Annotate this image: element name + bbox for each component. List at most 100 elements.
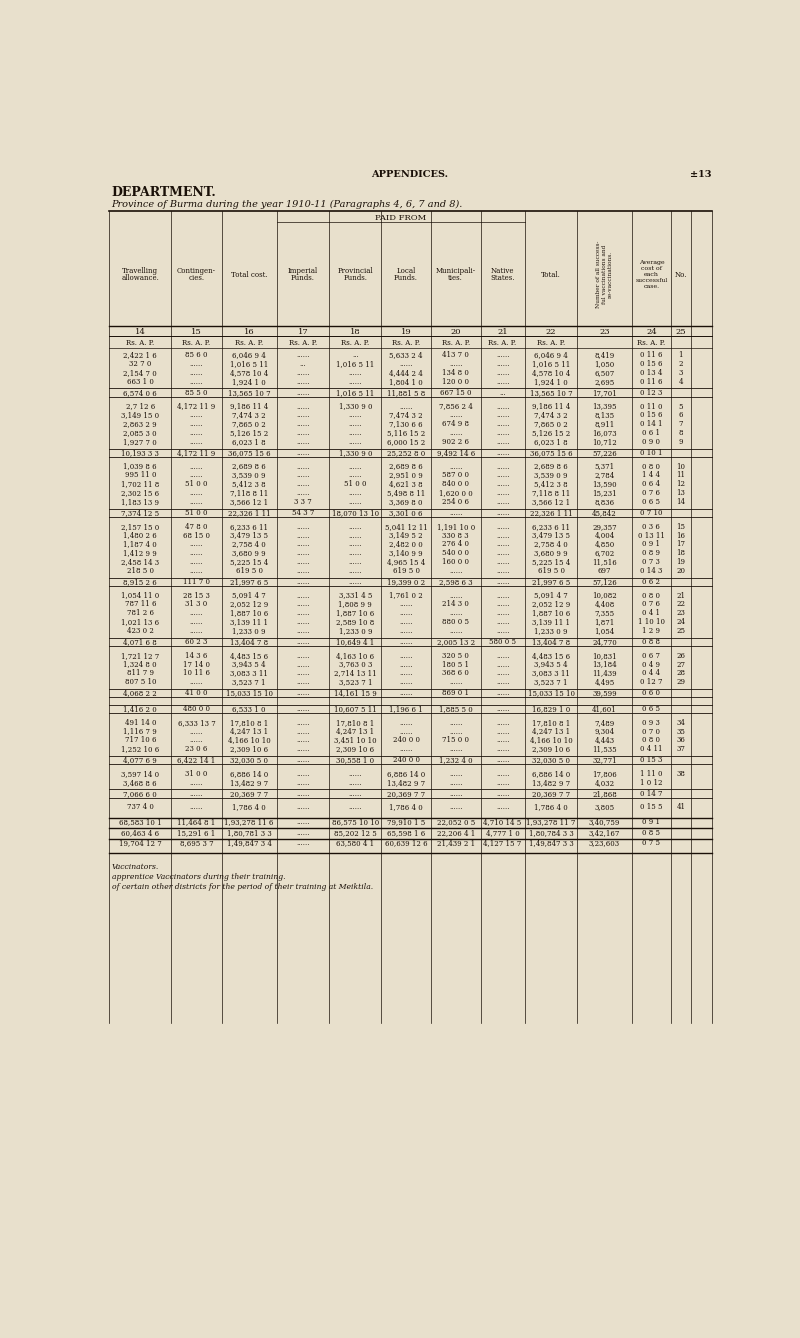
Text: 22,206 4 1: 22,206 4 1 [437, 828, 475, 836]
Text: ......: ...... [190, 779, 203, 787]
Text: 21,997 6 5: 21,997 6 5 [532, 578, 570, 586]
Text: 1,702 11 8: 1,702 11 8 [121, 480, 159, 488]
Text: ......: ...... [296, 523, 310, 531]
Text: 0 6 0: 0 6 0 [642, 689, 661, 697]
Text: ......: ...... [296, 756, 310, 764]
Text: ......: ...... [296, 609, 310, 617]
Text: 0 6 5: 0 6 5 [642, 705, 661, 713]
Text: Number of all success-
ful vaccinations and
re-vaccinations.: Number of all success- ful vaccinations … [596, 241, 613, 308]
Text: 7,865 0 2: 7,865 0 2 [232, 420, 266, 428]
Text: 8: 8 [678, 429, 683, 438]
Text: 4,483 15 6: 4,483 15 6 [230, 652, 268, 660]
Text: 41: 41 [676, 803, 686, 811]
Text: 17 14 0: 17 14 0 [183, 661, 210, 669]
Text: 1,786 4 0: 1,786 4 0 [390, 803, 423, 811]
Text: 715 0 0: 715 0 0 [442, 736, 470, 744]
Text: ......: ...... [496, 661, 510, 669]
Text: 4,068 2 2: 4,068 2 2 [123, 689, 157, 697]
Text: ......: ...... [190, 377, 203, 385]
Text: 65,598 1 6: 65,598 1 6 [387, 828, 426, 836]
Text: ......: ...... [296, 471, 310, 479]
Text: ......: ...... [349, 490, 362, 498]
Text: 0 6 1: 0 6 1 [642, 429, 661, 438]
Text: 3,539 0 9: 3,539 0 9 [534, 471, 568, 479]
Text: 540 0 0: 540 0 0 [442, 550, 470, 557]
Text: 32,030 5 0: 32,030 5 0 [532, 756, 570, 764]
Text: 3,451 10 10: 3,451 10 10 [334, 736, 377, 744]
Text: ......: ...... [399, 618, 413, 626]
Text: 13,565 10 7: 13,565 10 7 [228, 389, 270, 397]
Text: ......: ...... [190, 360, 203, 368]
Text: 3,479 13 5: 3,479 13 5 [532, 531, 570, 539]
Text: 20: 20 [450, 328, 461, 336]
Text: 619 5 0: 619 5 0 [236, 567, 262, 575]
Text: ......: ...... [190, 736, 203, 744]
Text: 4,163 10 6: 4,163 10 6 [336, 652, 374, 660]
Text: 111 7 0: 111 7 0 [183, 578, 210, 586]
Text: 0 15 6: 0 15 6 [640, 360, 662, 368]
Text: 2,758 4 0: 2,758 4 0 [232, 541, 266, 549]
Text: 0 8 5: 0 8 5 [642, 828, 661, 836]
Text: 13,395: 13,395 [592, 403, 617, 411]
Text: ......: ...... [496, 471, 510, 479]
Text: 18,070 13 10: 18,070 13 10 [332, 510, 379, 518]
Text: ......: ...... [296, 779, 310, 787]
Text: ......: ...... [296, 719, 310, 727]
Text: 6,023 1 8: 6,023 1 8 [534, 438, 568, 446]
Text: 10,712: 10,712 [592, 438, 617, 446]
Text: Average: Average [638, 260, 664, 265]
Text: 17: 17 [298, 328, 309, 336]
Text: 368 6 0: 368 6 0 [442, 669, 469, 677]
Text: 0 15 6: 0 15 6 [640, 411, 662, 419]
Text: 4,578 10 4: 4,578 10 4 [230, 369, 268, 377]
Text: 1,924 1 0: 1,924 1 0 [232, 377, 266, 385]
Text: 5,041 12 11: 5,041 12 11 [385, 523, 427, 531]
Text: 1 0 12: 1 0 12 [640, 779, 662, 787]
Text: case.: case. [643, 285, 659, 289]
Text: 13,482 9 7: 13,482 9 7 [532, 779, 570, 787]
Text: 4,166 10 10: 4,166 10 10 [530, 736, 573, 744]
Text: 3,523 7 1: 3,523 7 1 [338, 678, 372, 686]
Text: 31 3 0: 31 3 0 [186, 601, 208, 609]
Text: 0 9 0: 0 9 0 [642, 438, 661, 446]
Text: 63,580 4 1: 63,580 4 1 [336, 839, 374, 847]
Text: ......: ...... [349, 420, 362, 428]
Text: 0 7 6: 0 7 6 [642, 490, 661, 498]
Text: 22: 22 [546, 328, 556, 336]
Text: 2,951 0 9: 2,951 0 9 [390, 471, 423, 479]
Text: ......: ...... [349, 531, 362, 539]
Text: ......: ...... [496, 678, 510, 686]
Text: ......: ...... [449, 628, 462, 636]
Text: ......: ...... [496, 480, 510, 488]
Text: 4,247 13 1: 4,247 13 1 [230, 728, 268, 736]
Text: 16: 16 [244, 328, 254, 336]
Text: 39,599: 39,599 [592, 689, 617, 697]
Text: Total.: Total. [541, 270, 561, 278]
Text: 1,80,784 3 3: 1,80,784 3 3 [529, 828, 574, 836]
Text: 1,49,847 3 3: 1,49,847 3 3 [529, 839, 574, 847]
Text: 68,583 10 1: 68,583 10 1 [119, 819, 162, 827]
Text: 86,575 10 10: 86,575 10 10 [332, 819, 379, 827]
Text: 60 2 3: 60 2 3 [186, 638, 208, 646]
Text: ......: ...... [190, 541, 203, 549]
Text: 0 9 3: 0 9 3 [642, 719, 660, 727]
Text: 1,93,278 11 7: 1,93,278 11 7 [526, 819, 576, 827]
Text: 23: 23 [599, 328, 610, 336]
Text: 120 0 0: 120 0 0 [442, 377, 470, 385]
Text: 6,333 13 7: 6,333 13 7 [178, 719, 215, 727]
Text: 4,495: 4,495 [594, 678, 614, 686]
Text: 1,330 9 0: 1,330 9 0 [338, 403, 372, 411]
Text: ......: ...... [399, 669, 413, 677]
Text: States.: States. [490, 273, 515, 281]
Text: Funds.: Funds. [394, 273, 418, 281]
Text: 0 8 0: 0 8 0 [642, 463, 661, 471]
Text: 13,404 7 8: 13,404 7 8 [230, 638, 268, 646]
Text: ......: ...... [190, 498, 203, 506]
Text: ......: ...... [190, 803, 203, 811]
Text: 902 2 6: 902 2 6 [442, 438, 470, 446]
Text: of certain other districts for the period of their training at Meiktila.: of certain other districts for the perio… [112, 883, 373, 891]
Text: ......: ...... [496, 803, 510, 811]
Text: 0 12 7: 0 12 7 [640, 678, 662, 686]
Text: 1,927 7 0: 1,927 7 0 [123, 438, 157, 446]
Text: 6,886 14 0: 6,886 14 0 [532, 769, 570, 777]
